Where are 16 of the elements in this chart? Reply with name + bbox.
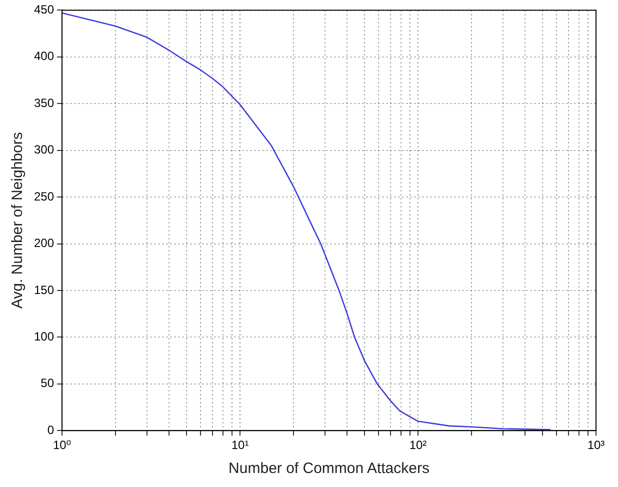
y-axis-title: Avg. Number of Neighbors (9, 132, 26, 309)
y-tick-label: 150 (34, 282, 54, 297)
x-tick-label: 10¹ (231, 438, 249, 452)
x-tick-label: 10³ (587, 438, 605, 452)
y-tick-label: 350 (34, 96, 54, 110)
x-tick-label: 10⁰ (52, 438, 72, 452)
y-tick-label: 300 (34, 142, 54, 157)
y-tick-label: 400 (34, 49, 54, 64)
y-tick-label: 250 (34, 189, 54, 204)
x-tick-label: 10² (409, 438, 427, 452)
x-axis-title: Number of Common Attackers (228, 460, 430, 478)
y-tick-label: 100 (34, 329, 54, 344)
y-tick-label: 50 (40, 376, 54, 390)
y-tick-label: 0 (47, 422, 54, 437)
y-tick-label: 450 (34, 2, 54, 17)
y-tick-label: 200 (34, 236, 54, 250)
